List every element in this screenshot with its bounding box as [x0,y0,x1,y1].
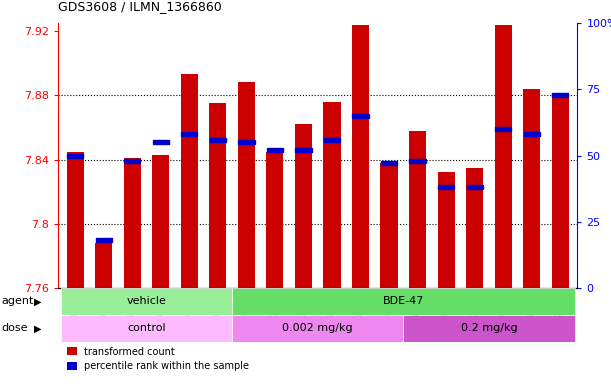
Bar [232,315,403,342]
Bar [232,288,574,315]
Bar [210,103,227,288]
Bar [438,185,454,189]
Bar [409,159,426,163]
Bar [238,140,255,144]
Bar [295,148,312,152]
Legend: transformed count, percentile rank within the sample: transformed count, percentile rank withi… [63,343,253,375]
Bar [152,155,169,288]
Bar [123,158,141,288]
Bar [466,167,483,288]
Bar [95,238,112,242]
Bar [552,93,568,97]
Bar [210,137,226,142]
Bar [381,161,397,166]
Text: dose: dose [2,323,28,333]
Bar [61,288,232,315]
Bar [181,132,197,136]
Bar [352,25,369,288]
Text: vehicle: vehicle [126,296,166,306]
Bar [124,159,141,163]
Text: agent: agent [2,296,34,306]
Bar [181,74,198,288]
Bar [381,163,398,288]
Bar [324,137,340,142]
Bar [467,185,483,189]
Bar [67,154,83,157]
Text: GDS3608 / ILMN_1366860: GDS3608 / ILMN_1366860 [58,0,222,13]
Text: 0.2 mg/kg: 0.2 mg/kg [461,323,518,333]
Bar [266,152,284,288]
Bar [323,102,340,288]
Bar [552,94,569,288]
Bar [409,131,426,288]
Bar [403,315,574,342]
Bar [437,172,455,288]
Bar [67,152,84,288]
Bar [95,243,112,288]
Bar [61,315,232,342]
Bar [238,83,255,288]
Bar [153,140,169,144]
Bar [495,127,511,131]
Text: 0.002 mg/kg: 0.002 mg/kg [282,323,353,333]
Bar [295,124,312,288]
Bar [353,114,368,118]
Bar [495,25,512,288]
Text: ▶: ▶ [34,323,41,333]
Bar [523,89,540,288]
Text: ▶: ▶ [34,296,41,306]
Text: BDE-47: BDE-47 [382,296,424,306]
Bar [267,148,283,152]
Bar [524,132,540,136]
Text: control: control [127,323,166,333]
